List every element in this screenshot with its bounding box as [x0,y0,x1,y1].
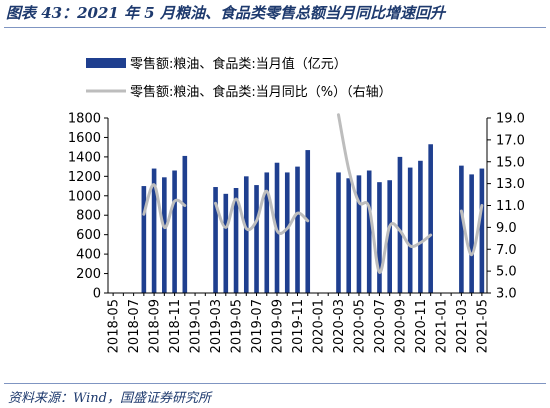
bar [172,170,177,293]
bar [284,172,290,293]
x-tick-label: 2018-07 [127,299,142,353]
bar [469,174,474,293]
x-tick-label: 2018-11 [168,299,183,353]
x-tick-label: 2020-07 [373,299,388,353]
right-tick-label: 3.0 [496,287,517,302]
legend-label-bar: 零售额:粮油、食品类:当月值（亿元） [130,56,347,72]
bar [295,166,300,293]
bar [336,172,341,293]
bar [418,160,423,293]
bar [459,165,464,293]
left-tick-label: 1200 [68,170,101,185]
left-tick-label: 0 [93,287,101,302]
bar [162,177,167,293]
x-tick-label: 2021-05 [475,299,490,353]
left-tick-label: 1600 [68,131,101,146]
footer-divider [4,383,546,384]
x-tick-label: 2021-01 [434,299,449,353]
legend-swatch-bar [86,58,126,68]
bar [243,176,249,293]
right-tick-label: 5.0 [496,265,517,280]
left-tick-label: 1800 [68,112,101,127]
series-line [214,189,310,235]
right-tick-label: 9.0 [496,221,517,236]
bar [428,144,433,293]
bar [387,180,392,293]
left-tick-label: 1000 [68,189,101,204]
left-tick-label: 600 [76,228,101,243]
series-line [142,183,187,229]
right-tick-label: 7.0 [496,243,517,258]
x-tick-label: 2020-01 [311,299,326,353]
bar [264,172,270,293]
legend-label-line: 零售额:粮油、食品类:当月同比（%）（右轴） [130,84,392,100]
x-tick-label: 2018-05 [107,299,122,353]
x-tick-label: 2019-03 [209,299,224,353]
title-divider [4,27,546,28]
bar [377,182,382,293]
bar [223,193,229,293]
bar [366,170,372,293]
source-note: 资料来源：Wind，国盛证券研究所 [8,391,211,406]
x-tick-label: 2020-09 [393,299,408,353]
x-tick-label: 2018-09 [148,299,163,353]
series-line [459,204,484,257]
bar [141,186,147,293]
x-tick-label: 2019-07 [250,299,265,353]
right-tick-label: 13.0 [496,177,525,192]
x-tick-label: 2019-01 [189,299,204,353]
bar [182,155,188,293]
bar [479,168,485,293]
left-tick-label: 400 [76,248,101,263]
x-tick-label: 2020-11 [414,299,429,353]
bar [254,185,259,293]
right-tick-label: 11.0 [496,199,525,214]
bar [346,178,352,293]
bar [407,167,413,293]
x-tick-label: 2020-03 [332,299,347,353]
x-tick-label: 2019-11 [291,299,306,353]
bar [397,156,403,293]
bar [356,175,362,293]
left-tick-label: 1400 [68,150,101,165]
bar [233,188,239,293]
series-line [336,113,433,274]
right-tick-label: 17.0 [496,133,525,148]
right-tick-label: 19.0 [496,112,525,127]
right-tick-label: 15.0 [496,155,525,170]
x-tick-label: 2021-03 [455,299,470,353]
x-tick-label: 2020-05 [352,299,367,353]
left-tick-label: 200 [76,267,101,282]
x-tick-label: 2019-05 [230,299,245,353]
left-tick-label: 800 [76,209,101,224]
figure-title: 图表 43：2021 年 5 月粮油、食品类零售总额当月同比增速回升 [6,4,445,22]
x-tick-label: 2019-09 [271,299,286,353]
bar [151,168,157,293]
bar [213,187,218,293]
